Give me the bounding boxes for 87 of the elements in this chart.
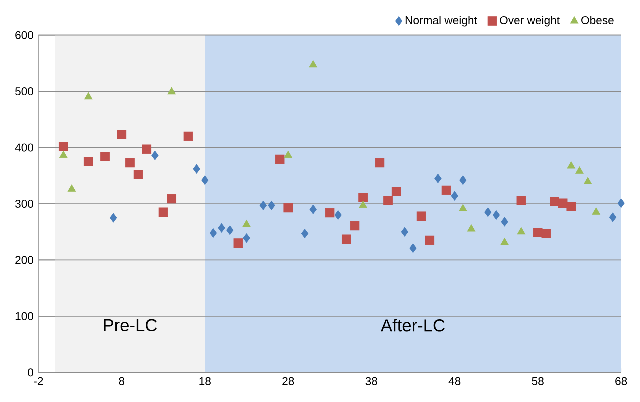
point bbox=[60, 150, 68, 158]
y-tick-label: 300 bbox=[15, 200, 34, 208]
y-tick-label: 100 bbox=[16, 312, 34, 320]
point bbox=[416, 212, 426, 222]
y-tick-label: 400 bbox=[15, 144, 34, 152]
point bbox=[242, 220, 251, 228]
point bbox=[117, 130, 127, 140]
point bbox=[542, 229, 552, 238]
point bbox=[567, 162, 576, 169]
legend-label: Obese bbox=[582, 16, 614, 24]
point bbox=[501, 217, 508, 227]
point bbox=[484, 208, 492, 218]
point bbox=[284, 150, 292, 158]
x-tick-label: 38 bbox=[366, 377, 378, 386]
x-tick-label: 58 bbox=[532, 377, 544, 386]
x-tick-label: 28 bbox=[282, 377, 294, 386]
point bbox=[460, 176, 467, 186]
x-tick-label: 68 bbox=[616, 377, 628, 386]
point bbox=[218, 223, 226, 233]
point bbox=[58, 142, 68, 152]
point bbox=[401, 227, 408, 237]
point bbox=[167, 194, 177, 204]
point bbox=[158, 208, 168, 218]
point bbox=[334, 210, 342, 220]
x-tick-label: 18 bbox=[200, 377, 211, 386]
point bbox=[193, 164, 200, 174]
point bbox=[134, 170, 144, 180]
point bbox=[309, 60, 318, 68]
point bbox=[168, 87, 176, 95]
point bbox=[492, 210, 500, 220]
band-label: After-LC bbox=[381, 319, 445, 332]
point bbox=[558, 198, 568, 208]
point bbox=[243, 234, 250, 243]
point bbox=[84, 157, 94, 166]
point bbox=[284, 203, 294, 213]
point bbox=[566, 202, 576, 212]
y-tick-label: 600 bbox=[16, 31, 34, 40]
point bbox=[152, 150, 159, 160]
point bbox=[375, 158, 385, 168]
point bbox=[210, 228, 218, 238]
point bbox=[325, 208, 335, 218]
point bbox=[550, 197, 560, 206]
point bbox=[434, 174, 442, 184]
point bbox=[226, 226, 234, 236]
y-tick-label: 200 bbox=[16, 256, 34, 264]
point bbox=[184, 132, 194, 142]
point bbox=[234, 238, 244, 248]
point bbox=[576, 166, 584, 174]
point bbox=[202, 176, 209, 186]
y-tick-label: 500 bbox=[16, 88, 34, 96]
point bbox=[126, 158, 135, 168]
point bbox=[358, 193, 368, 202]
point bbox=[410, 244, 417, 254]
point bbox=[268, 201, 276, 210]
x-tick-label: -2 bbox=[34, 377, 44, 386]
point bbox=[451, 191, 458, 201]
point bbox=[384, 196, 393, 206]
point bbox=[592, 208, 600, 215]
point bbox=[392, 186, 402, 196]
point bbox=[609, 212, 617, 222]
point bbox=[110, 213, 118, 223]
point bbox=[517, 227, 526, 235]
point bbox=[350, 221, 360, 231]
point bbox=[618, 198, 625, 208]
point bbox=[500, 238, 509, 246]
point bbox=[425, 236, 435, 246]
point bbox=[260, 201, 267, 210]
point bbox=[142, 144, 152, 154]
point bbox=[342, 234, 352, 244]
y-tick-label: 0 bbox=[28, 368, 34, 377]
point bbox=[275, 154, 285, 164]
point bbox=[516, 196, 526, 206]
point bbox=[359, 201, 368, 208]
point bbox=[68, 184, 76, 192]
x-tick-label: 8 bbox=[119, 377, 125, 386]
point bbox=[84, 92, 93, 100]
band-label: Pre-LC bbox=[104, 319, 158, 332]
point bbox=[100, 152, 110, 162]
legend-label: Normal weight bbox=[406, 16, 478, 27]
point bbox=[584, 177, 592, 185]
point bbox=[310, 204, 317, 214]
legend-label: Over weight bbox=[500, 16, 560, 27]
point bbox=[301, 229, 309, 238]
x-tick-label: 48 bbox=[448, 377, 461, 386]
point bbox=[442, 186, 452, 196]
point bbox=[467, 224, 476, 232]
point bbox=[459, 204, 468, 212]
